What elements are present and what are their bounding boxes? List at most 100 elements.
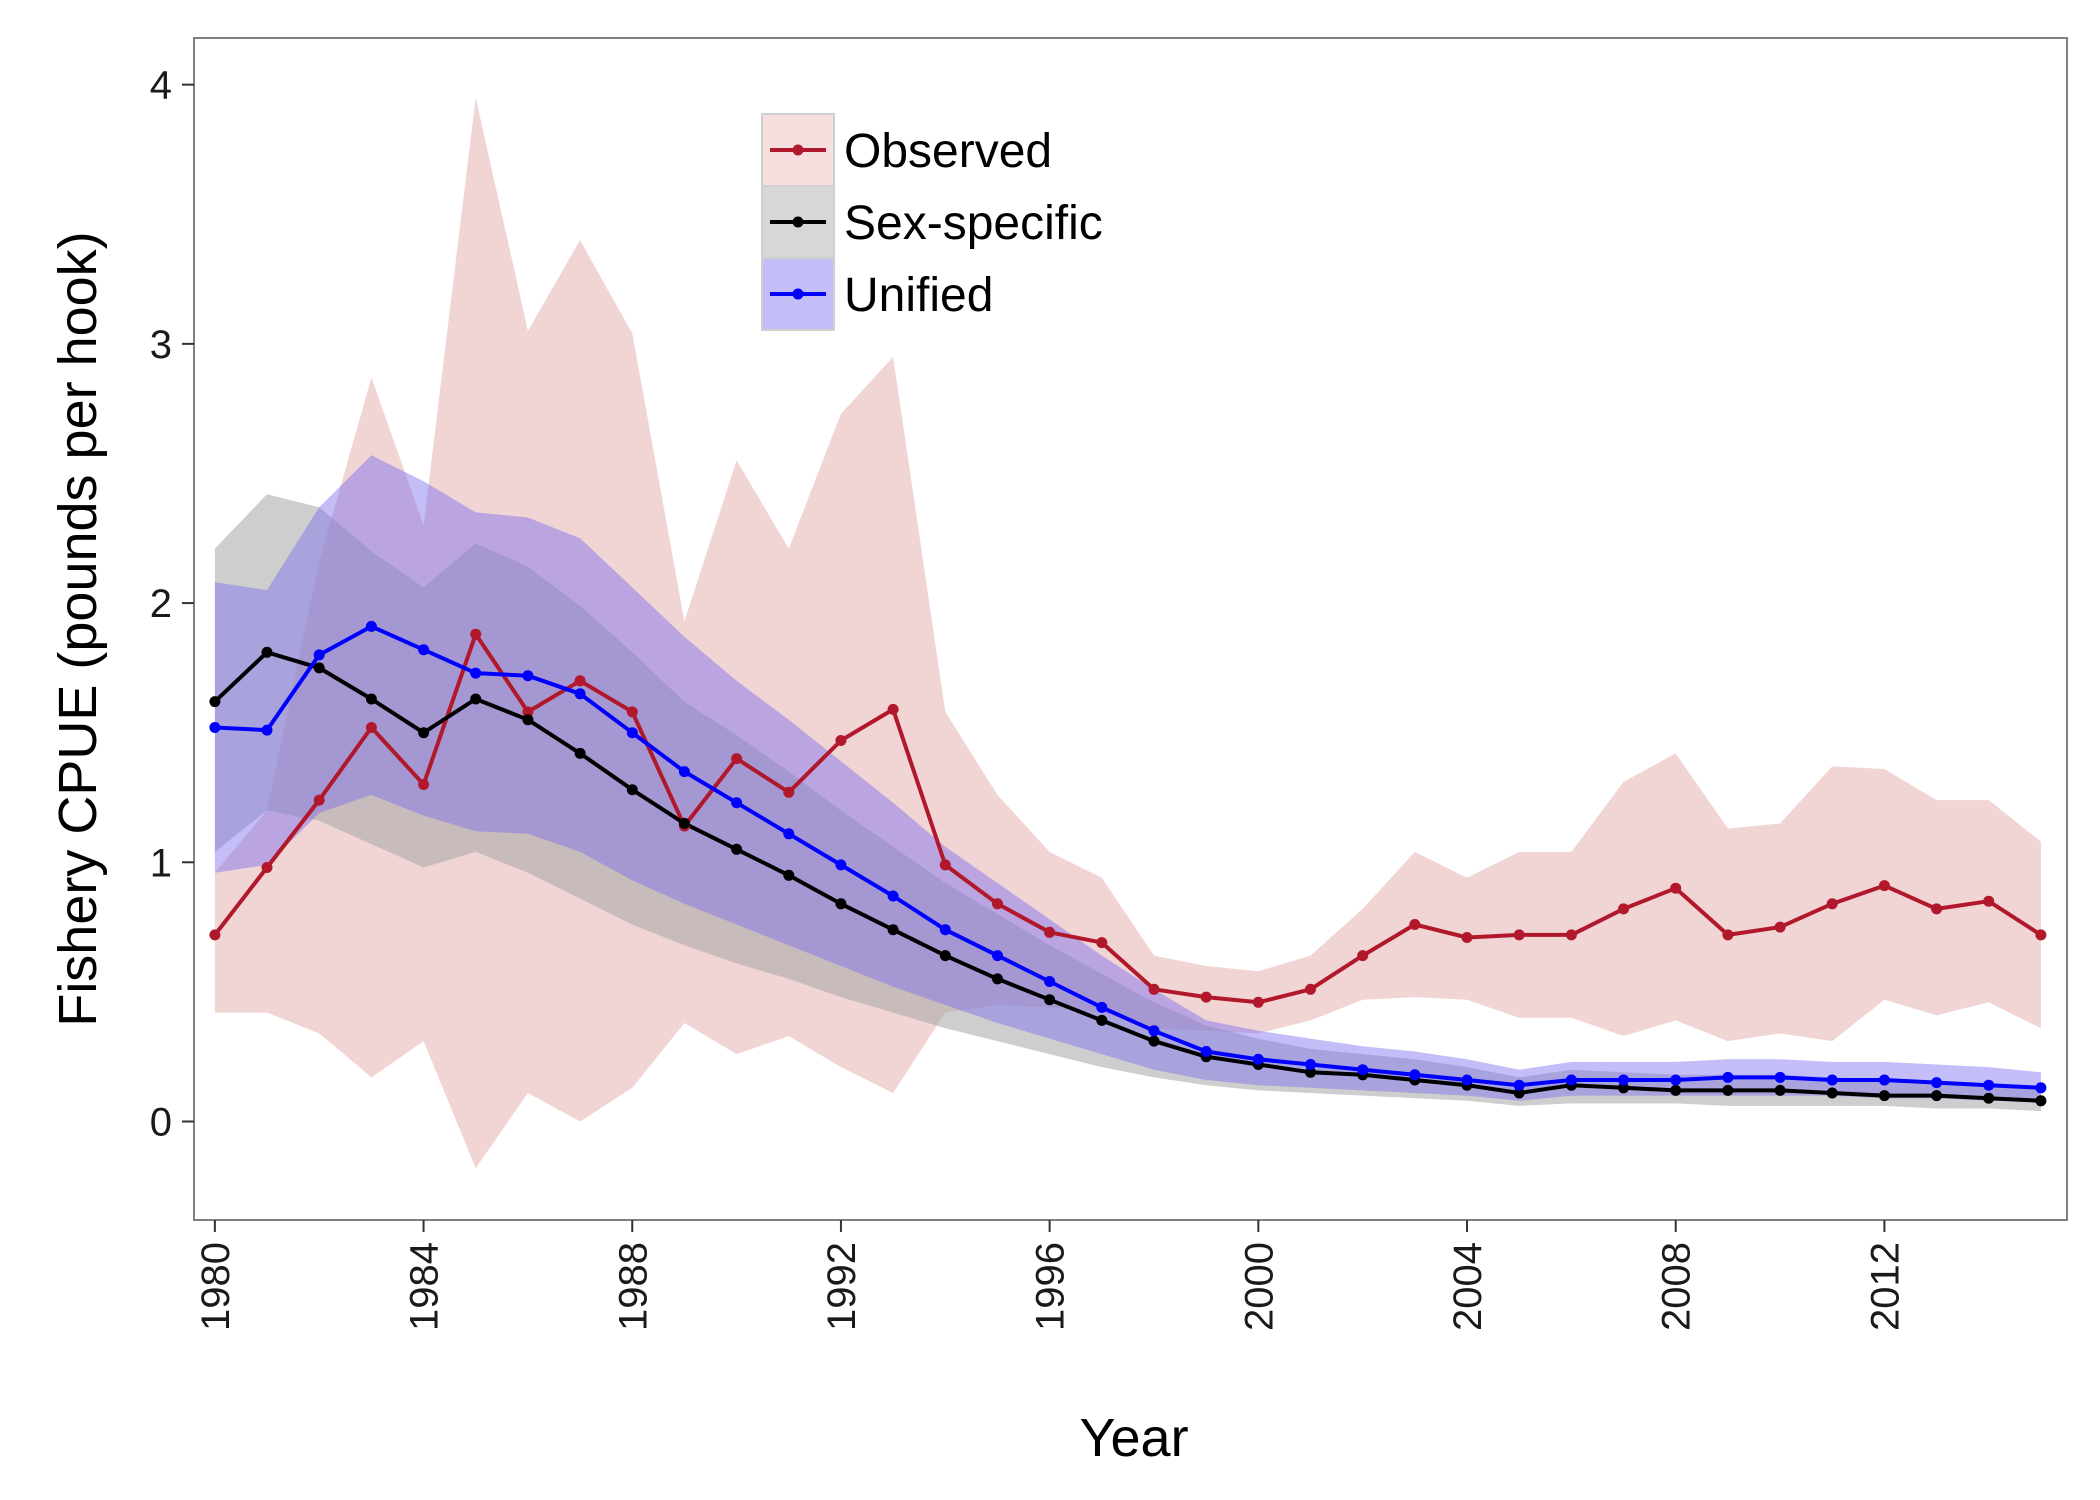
unified-point [1044, 976, 1056, 987]
sex-specific-point [731, 843, 743, 855]
unified-point [574, 688, 586, 700]
unified-point [678, 766, 690, 778]
unified-point [1826, 1074, 1838, 1086]
unified-point [1983, 1079, 1995, 1091]
observed-point [522, 706, 534, 718]
unified-point [1148, 1025, 1160, 1037]
observed-point [365, 722, 377, 733]
x-tick-label: 2000 [1237, 1242, 1281, 1331]
confidence-bands [214, 97, 2041, 1169]
unified-point [313, 649, 325, 661]
sex-specific-point [1722, 1084, 1734, 1096]
unified-point [1670, 1074, 1682, 1086]
observed-point [1983, 895, 1995, 907]
unified-point [1252, 1053, 1264, 1065]
y-tick-label: 3 [150, 323, 172, 367]
x-tick-label: 1996 [1029, 1242, 1073, 1331]
legend: Observed Sex-specific Unified [761, 113, 1103, 331]
sex-specific-point [574, 747, 586, 759]
x-tick-label: 2004 [1446, 1242, 1490, 1331]
unified-point [1513, 1079, 1525, 1091]
observed-point [1931, 903, 1943, 915]
observed-point [731, 753, 743, 765]
observed-point [1044, 926, 1056, 938]
sex-specific-confidence-band [214, 494, 2041, 1112]
sex-specific-point [678, 817, 690, 829]
unified-point [1618, 1074, 1629, 1086]
sex-specific-legend-point [792, 216, 804, 228]
observed-point [939, 859, 951, 871]
observed-point [1409, 919, 1421, 930]
x-tick-label: 1980 [194, 1242, 238, 1331]
unified-point [835, 859, 847, 871]
unified-point [1565, 1074, 1577, 1086]
y-tick-label: 2 [150, 582, 172, 626]
observed-point [1200, 991, 1212, 1003]
sex-specific-point [1148, 1035, 1160, 1047]
sex-specific-point [1931, 1090, 1943, 1102]
observed-point [1357, 950, 1369, 962]
series-points [209, 620, 2047, 1107]
observed-legend-label: Observed [844, 125, 1052, 178]
unified-point [992, 950, 1003, 962]
unified-point [1931, 1077, 1943, 1089]
unified-point [1878, 1074, 1890, 1086]
unified-point [261, 724, 273, 736]
observed-point [2035, 929, 2047, 941]
unified-point [939, 924, 951, 936]
sex-specific-line [213, 650, 2041, 1103]
unified-point [1357, 1064, 1369, 1076]
observed-point [1774, 921, 1786, 933]
sex-specific-point [1878, 1090, 1890, 1102]
unified-point [1096, 1001, 1108, 1013]
observed-point [261, 862, 273, 873]
sex-specific-point [209, 696, 221, 708]
y-tick-label: 1 [150, 841, 172, 885]
observed-point [418, 779, 430, 790]
series-lines [213, 624, 2042, 1103]
observed-point [313, 794, 325, 806]
x-axis-title: Year [1079, 1408, 1188, 1468]
x-tick-label: 2012 [1863, 1242, 1907, 1331]
observed-point [1096, 937, 1108, 949]
observed-point [209, 929, 221, 941]
y-tick-label: 4 [150, 64, 172, 108]
observed-point [574, 675, 586, 687]
unified-point [1461, 1074, 1473, 1086]
observed-point [1826, 898, 1838, 910]
sex-specific-point [2035, 1095, 2047, 1107]
unified-legend-point [792, 288, 804, 300]
sex-specific-point [1670, 1084, 1682, 1096]
unified-point [731, 797, 743, 809]
observed-point [1148, 983, 1160, 995]
sex-specific-point [626, 784, 638, 796]
x-axis: 1980 1984 1988 1992 1996 2000 2004 2008 2012 [194, 1220, 1907, 1331]
sex-specific-point [1983, 1092, 1995, 1104]
unified-point [887, 890, 899, 902]
x-tick-label: 2008 [1655, 1242, 1699, 1331]
unified-point [626, 727, 638, 739]
unified-point [1722, 1071, 1734, 1083]
unified-point [470, 667, 482, 679]
sex-specific-point [522, 714, 534, 726]
unified-point [783, 828, 795, 840]
observed-point [1305, 983, 1316, 995]
y-tick-label: 0 [150, 1101, 172, 1145]
unified-point [2035, 1082, 2047, 1094]
sex-specific-point [1513, 1087, 1525, 1099]
sex-specific-point [835, 898, 847, 910]
observed-point [1565, 929, 1577, 941]
x-tick-label: 1988 [611, 1242, 655, 1331]
observed-point [835, 735, 847, 746]
unified-point [209, 722, 221, 733]
observed-legend-point [792, 144, 804, 156]
unified-point [522, 670, 534, 682]
observed-point [992, 898, 1003, 910]
observed-point [1461, 932, 1473, 943]
unified-point [1305, 1059, 1316, 1070]
y-axis-title: Fishery CPUE (pounds per hook) [48, 231, 108, 1026]
observed-point [470, 628, 482, 640]
sex-specific-point [313, 662, 325, 674]
observed-line [213, 632, 2042, 1005]
